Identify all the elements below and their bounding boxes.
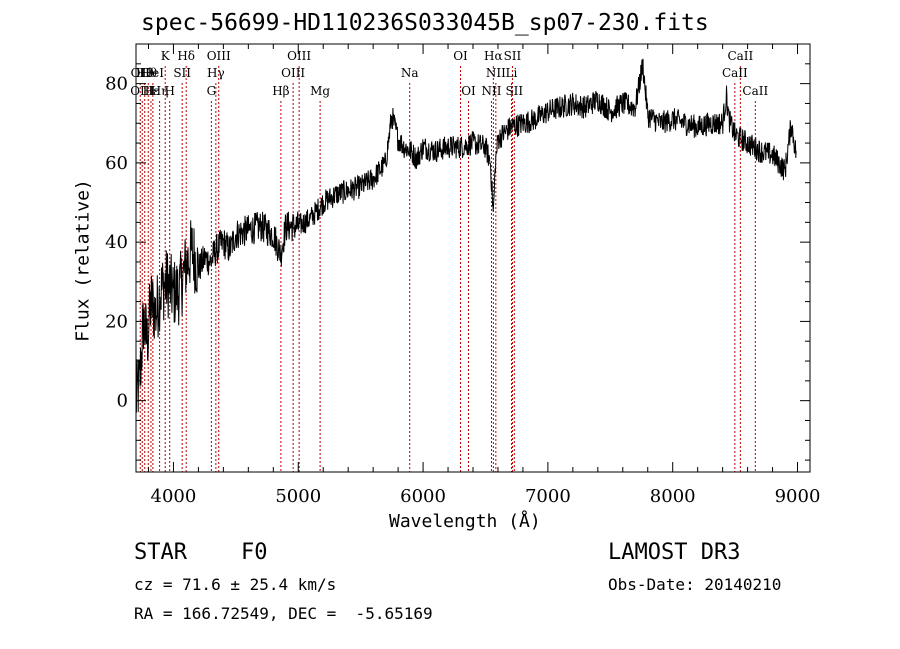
object-class: STAR [134, 540, 187, 565]
line-label-oiii: OIII [287, 49, 311, 63]
emission-line-labels: OIIOIIIHθHθHεHeIHηKHSIIHδGHγOIIIHβOIIIOI… [130, 49, 768, 98]
x-tick-label: 8000 [650, 486, 696, 507]
observation-date: Obs-Date: 20140210 [608, 575, 782, 594]
line-label-oi: OI [453, 49, 468, 63]
line-label-nii: NII [486, 66, 506, 80]
line-label-k: K [161, 49, 171, 63]
line-label-hδ: Hδ [177, 49, 195, 63]
line-label-hη: Hη [151, 84, 169, 98]
line-label-li: Li [506, 66, 518, 80]
tick-labels: 4000 5000 6000 7000 8000 9000 0 20 40 60 80 [105, 74, 820, 507]
redshift-velocity: cz = 71.6 ± 25.4 km/s [134, 575, 337, 594]
line-label-hθ: Hθ [136, 66, 154, 80]
line-label-hei: HeI [142, 66, 165, 80]
line-label-hε: Hε [143, 84, 160, 98]
line-label-sii: SII [504, 49, 522, 63]
y-tick-label: 0 [117, 391, 128, 412]
line-label-oii: OII [131, 66, 151, 80]
line-label-hα: Hα [484, 49, 503, 63]
line-label-oiii: OIII [207, 49, 231, 63]
y-tick-label: 20 [105, 311, 128, 332]
line-label-g: G [207, 84, 217, 98]
line-label-hβ: Hβ [272, 84, 289, 98]
line-label-na: Na [401, 66, 419, 80]
line-label-sii: SII [173, 66, 191, 80]
y-tick-label: 40 [105, 232, 128, 253]
spectrum-series [135, 58, 797, 413]
line-label-hγ: Hγ [207, 66, 225, 80]
x-tick-label: 5000 [275, 486, 321, 507]
y-tick-label: 80 [105, 74, 128, 95]
line-label-caii: CaII [742, 84, 768, 98]
survey-name: LAMOST DR3 [608, 540, 741, 565]
x-axis-label: Wavelength (Å) [389, 511, 541, 532]
y-tick-label: 60 [105, 153, 128, 174]
line-label-oi: OI [461, 84, 476, 98]
plot-frame [135, 43, 811, 473]
line-label-hθ: Hθ [139, 66, 157, 80]
coordinates: RA = 166.72549, DEC = -5.65169 [134, 604, 433, 623]
line-label-oiii: OIII [281, 66, 305, 80]
line-label-sii: SII [505, 84, 523, 98]
y-axis-label: Flux (relative) [72, 179, 94, 342]
line-label-h: H [164, 84, 174, 98]
x-tick-label: 6000 [400, 486, 446, 507]
chart-title: spec-56699-HD110236S033045B_sp07-230.fit… [141, 10, 709, 36]
line-label-nii: NII [481, 84, 501, 98]
x-tick-label: 9000 [775, 486, 821, 507]
line-label-mg: Mg [310, 84, 330, 98]
object-subclass: F0 [241, 540, 268, 565]
axes [135, 43, 811, 473]
x-tick-label: 4000 [151, 486, 197, 507]
line-label-caii: CaII [722, 66, 748, 80]
line-label-caii: CaII [727, 49, 753, 63]
spectrum-line [135, 58, 797, 413]
x-tick-label: 7000 [525, 486, 571, 507]
